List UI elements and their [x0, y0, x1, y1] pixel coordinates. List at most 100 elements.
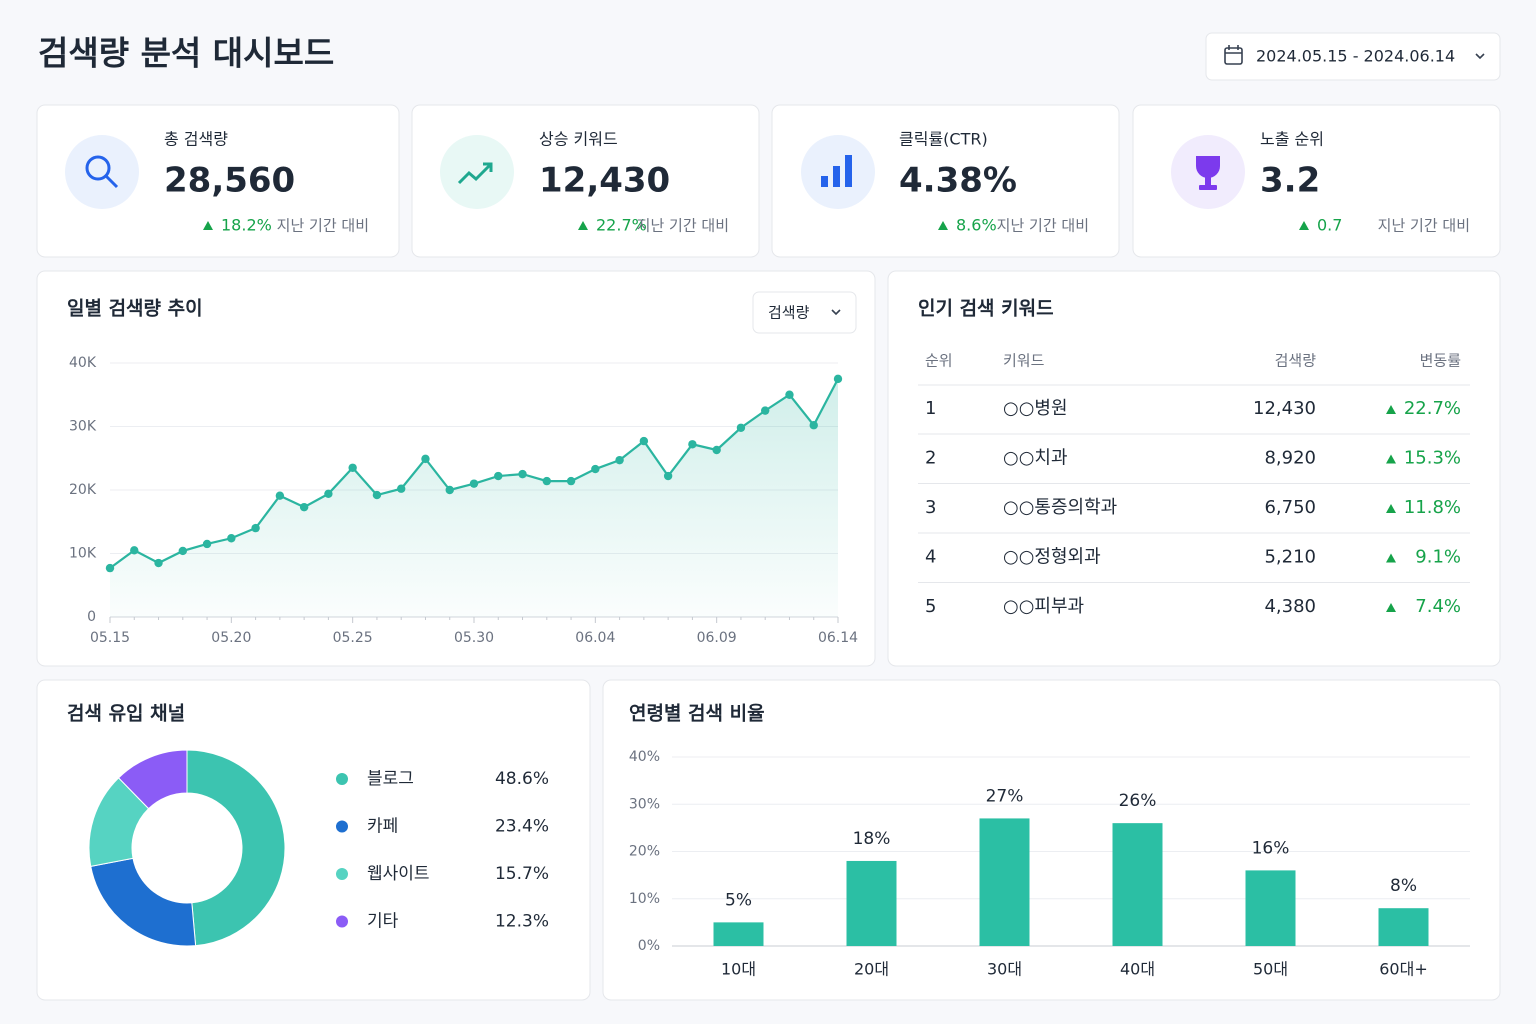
point — [736, 423, 746, 432]
point — [809, 421, 818, 430]
kpi-change: 18.2% — [221, 216, 272, 235]
kpi-label: 상승 키워드 — [539, 130, 618, 149]
bar — [713, 922, 764, 946]
bar-value-label: 5% — [725, 890, 752, 910]
table-cell: 5,210 — [1264, 547, 1316, 568]
up-arrow — [938, 221, 948, 230]
kpi-change: 22.7% — [596, 216, 647, 235]
y-tick-label: 30K — [69, 419, 97, 435]
point — [397, 484, 406, 493]
point — [445, 485, 454, 495]
kpi-note: 지난 기간 대비 — [1378, 217, 1470, 235]
x-tick-label: 20대 — [854, 960, 889, 979]
kpi-label: 노출 순위 — [1260, 130, 1324, 149]
point — [130, 546, 139, 555]
bar-value-label: 27% — [986, 786, 1024, 806]
up-arrow — [578, 221, 588, 230]
donut-slice — [186, 749, 286, 947]
x-tick-label: 05.20 — [211, 630, 251, 646]
card-title: 인기 검색 키워드 — [918, 298, 1054, 320]
table-cell: ○○피부과 — [1003, 596, 1084, 617]
table-header: 변동률 — [1420, 352, 1462, 370]
kpi-note: 지난 기간 대비 — [997, 217, 1089, 235]
table-cell: ○○치과 — [1003, 448, 1068, 469]
legend-value: 23.4% — [495, 817, 549, 837]
y-tick-label: 10K — [69, 546, 97, 562]
search-icon — [85, 155, 119, 189]
legend-dot — [336, 820, 348, 833]
up-arrow — [1386, 553, 1396, 563]
x-tick-label: 05.30 — [454, 630, 494, 646]
y-tick-label: 30% — [629, 796, 660, 812]
y-tick-label: 0% — [638, 938, 660, 954]
bar — [1245, 870, 1296, 946]
table-cell: 2 — [925, 448, 936, 469]
table-change: 7.4% — [1415, 596, 1461, 617]
table-change: 15.3% — [1404, 448, 1461, 469]
bar — [1112, 823, 1163, 946]
point — [348, 463, 357, 472]
point — [251, 523, 260, 533]
bar-value-label: 26% — [1119, 791, 1157, 811]
x-tick-label: 06.14 — [818, 630, 858, 646]
table-cell: 3 — [925, 497, 936, 518]
icon-bg — [65, 135, 139, 209]
table-cell: 1 — [925, 398, 936, 419]
x-tick-label: 30대 — [987, 960, 1022, 979]
legend-value: 48.6% — [495, 769, 549, 789]
point — [785, 390, 794, 399]
point — [421, 454, 430, 464]
table-cell: 4,380 — [1264, 596, 1316, 617]
x-tick-label: 50대 — [1253, 960, 1288, 979]
kpi-label: 클릭률(CTR) — [899, 130, 988, 149]
legend-dot — [336, 915, 348, 928]
bar-icon — [821, 155, 852, 187]
point — [275, 491, 285, 500]
card-title: 검색 유입 채널 — [67, 703, 185, 725]
metric-dropdown[interactable] — [752, 291, 857, 334]
table-cell: ○○정형외과 — [1003, 547, 1101, 568]
x-tick-label: 10대 — [721, 960, 756, 979]
point — [299, 502, 309, 512]
point — [566, 476, 576, 486]
calendar-icon — [1224, 45, 1243, 65]
x-tick-label: 06.04 — [575, 630, 615, 646]
kpi-label: 총 검색량 — [164, 130, 228, 149]
point — [227, 534, 236, 543]
up-arrow — [1299, 221, 1309, 230]
point — [712, 445, 721, 455]
table-header: 검색량 — [1275, 352, 1317, 370]
date-range: 2024.05.15 - 2024.06.14 — [1256, 47, 1455, 66]
bar — [979, 818, 1030, 946]
donut-slice — [117, 749, 188, 810]
legend-dot — [336, 773, 348, 785]
y-tick-label: 20% — [629, 844, 660, 860]
legend-dot — [336, 868, 348, 880]
table-header: 키워드 — [1003, 352, 1045, 370]
up-arrow — [203, 221, 213, 230]
table-cell: ○○통증의학과 — [1003, 497, 1117, 518]
card-title: 일별 검색량 추이 — [67, 298, 203, 320]
table-cell: 5 — [925, 596, 936, 617]
y-tick-label: 20K — [69, 482, 97, 498]
kpi-value: 28,560 — [164, 161, 295, 201]
y-tick-label: 40K — [69, 355, 97, 371]
kpi-value: 4.38% — [899, 161, 1017, 201]
y-tick-label: 10% — [629, 891, 660, 907]
point — [154, 558, 163, 568]
point — [494, 471, 503, 481]
point — [372, 490, 382, 500]
legend-label: 웹사이트 — [367, 864, 430, 884]
bar-value-label: 16% — [1252, 838, 1290, 858]
point — [591, 464, 600, 474]
kpi-value: 3.2 — [1260, 161, 1320, 201]
bar — [846, 860, 897, 946]
trophy-icon — [1196, 156, 1220, 190]
area — [110, 378, 838, 617]
point — [324, 489, 333, 499]
up-arrow — [1386, 504, 1396, 513]
date-picker[interactable] — [1205, 32, 1501, 81]
x-tick-label: 06.09 — [697, 630, 737, 646]
dropdown-label: 검색량 — [768, 304, 810, 322]
